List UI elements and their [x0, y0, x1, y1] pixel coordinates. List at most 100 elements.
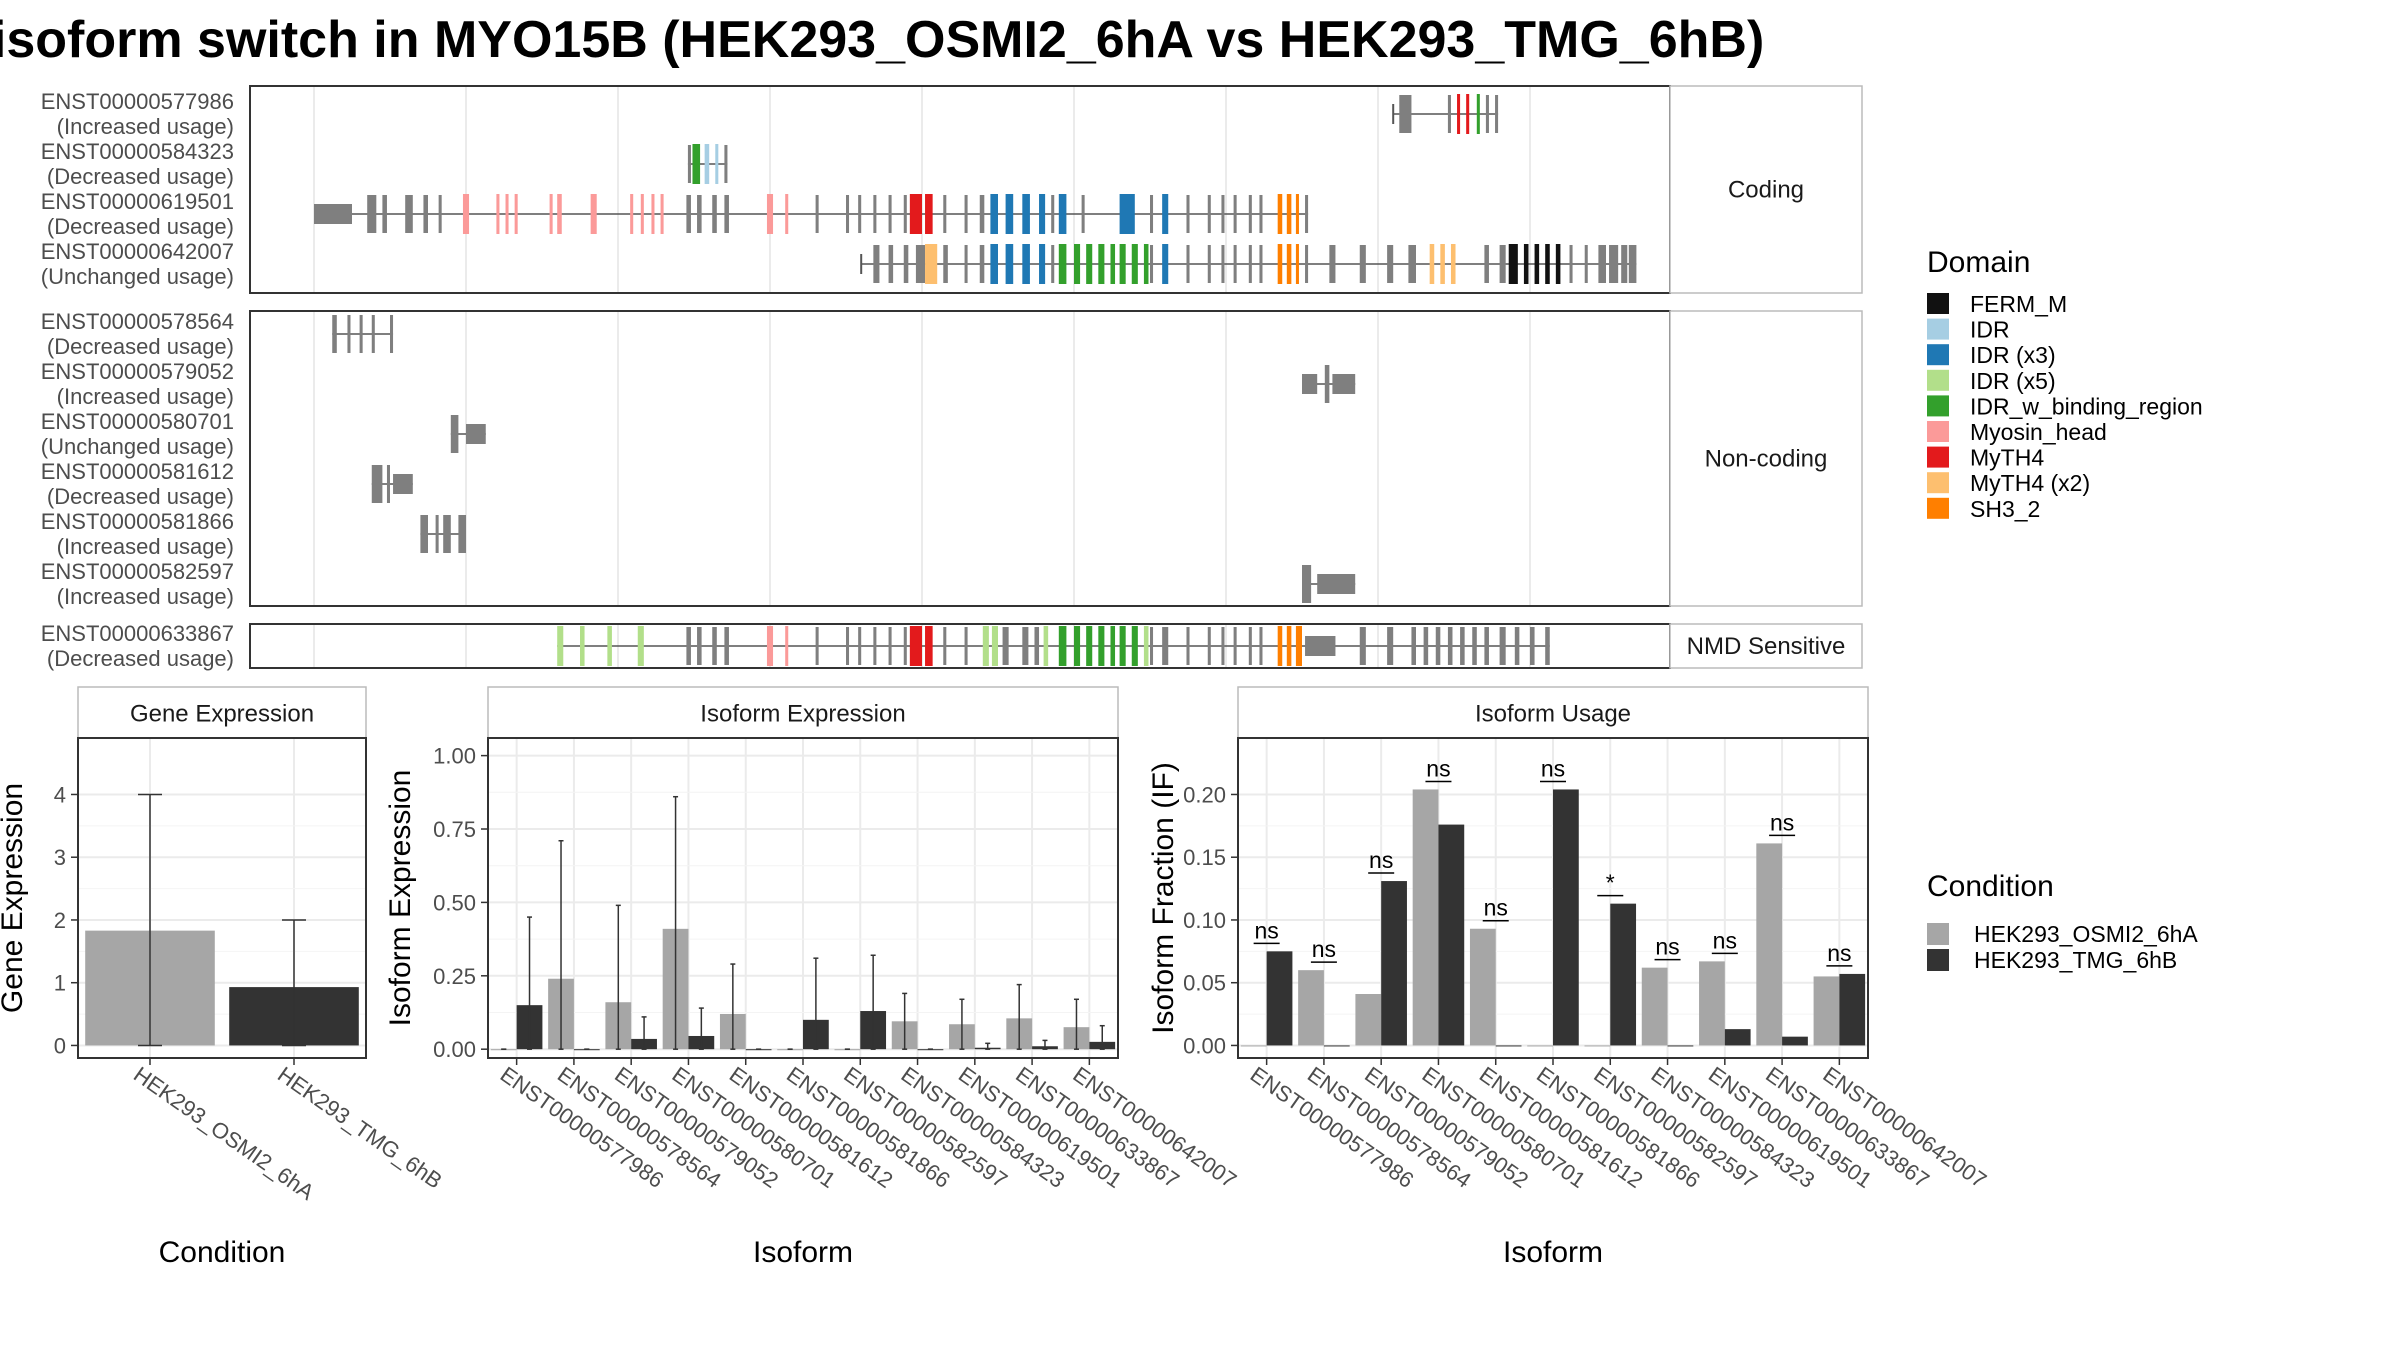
exon-block — [1435, 627, 1441, 665]
y-tick-label: 0.25 — [433, 964, 476, 989]
exon-block — [1499, 627, 1506, 665]
exon-block — [1248, 245, 1252, 283]
domain-exon — [1098, 626, 1105, 666]
y-tick-label: 3 — [54, 845, 66, 870]
isoform-id-label: ENST00000619501 — [41, 189, 234, 214]
exon-block — [712, 195, 717, 233]
domain-exon — [1043, 626, 1049, 666]
domain-exon — [1429, 244, 1435, 284]
exon-block — [435, 515, 439, 553]
significance-label: ns — [1426, 755, 1450, 781]
exon-block — [697, 195, 702, 233]
exon-block — [1359, 627, 1366, 665]
domain-exon — [1534, 244, 1540, 284]
exon-block — [1302, 565, 1312, 603]
y-tick-label: 1.00 — [433, 744, 476, 769]
exon-block — [1248, 195, 1252, 233]
domain-exon — [1058, 194, 1067, 234]
domain-legend-label: IDR — [1970, 317, 2010, 343]
bar — [1527, 1045, 1553, 1047]
domain-exon — [1022, 244, 1030, 284]
domain-exon — [991, 626, 998, 666]
panel-title: Isoform Expression — [700, 701, 905, 728]
exon-block — [1207, 245, 1211, 283]
isoform-id-label: ENST00000578564 — [41, 309, 234, 334]
panel-title: Gene Expression — [130, 701, 314, 728]
significance-label: ns — [1827, 940, 1851, 966]
exon-block — [438, 195, 442, 233]
domain-exon — [785, 626, 789, 666]
exon-block — [393, 474, 413, 494]
domain-exon — [1131, 626, 1138, 666]
exon-block — [964, 195, 968, 233]
domain-exon — [990, 244, 998, 284]
exon-block — [1584, 245, 1588, 283]
exon-block — [903, 627, 907, 665]
isoform-id-label: ENST00000581612 — [41, 459, 234, 484]
isoform-usage-label: (Decreased usage) — [47, 214, 234, 239]
domain-exon — [1523, 244, 1529, 284]
exon-block — [903, 245, 909, 283]
exon-block — [420, 515, 428, 553]
bar — [1667, 1045, 1694, 1047]
isoform-expression-panel: Isoform Expression0.000.250.500.751.00EN… — [384, 686, 1241, 1269]
isoform-usage-label: (Increased usage) — [57, 114, 234, 139]
bar — [1584, 1045, 1611, 1047]
exon-block — [888, 245, 894, 283]
domain-legend-label: MyTH4 (x2) — [1970, 470, 2090, 496]
panel-border — [77, 737, 367, 1059]
exon-block — [1324, 365, 1330, 403]
domain-legend-label: IDR_w_binding_region — [1970, 393, 2203, 419]
significance-label: ns — [1655, 934, 1679, 960]
exon-block — [450, 415, 459, 453]
exon-block — [405, 195, 413, 233]
isoform-id-label: ENST00000580701 — [41, 409, 234, 434]
exon-block — [1259, 627, 1263, 665]
domain-legend-swatch — [1927, 395, 1949, 417]
domain-exon — [1555, 244, 1561, 284]
exon-block — [1186, 245, 1190, 283]
structure-strip-0 — [1669, 85, 1863, 294]
bar — [1381, 881, 1407, 1046]
isoform-id-label: ENST00000642007 — [41, 239, 234, 264]
exon-block — [332, 315, 337, 353]
exon-block — [724, 195, 729, 233]
domain-exon — [715, 144, 719, 184]
domain-legend-swatch — [1927, 421, 1949, 442]
significance-label: * — [1606, 870, 1615, 896]
panel-title-strip — [1237, 686, 1869, 739]
isoform-usage-label: (Unchanged usage) — [41, 434, 234, 459]
domain-exon — [630, 194, 634, 234]
y-tick-label: 0.00 — [1183, 1033, 1226, 1058]
domain-exon — [1162, 244, 1169, 284]
domain-exon — [925, 626, 933, 666]
exon-block — [1472, 627, 1477, 665]
domain-exon — [925, 194, 933, 234]
isoform-usage-label: (Increased usage) — [57, 534, 234, 559]
isoform-usage-label: (Increased usage) — [57, 584, 234, 609]
exon-block — [382, 195, 387, 233]
structure-strip-2 — [1669, 623, 1863, 669]
x-axis-title: Isoform — [1503, 1236, 1603, 1269]
y-axis-title: Isoform Fraction (IF) — [1147, 762, 1180, 1034]
domain-exon — [1058, 244, 1067, 284]
y-tick-label: 2 — [54, 908, 66, 933]
exon-block — [1447, 627, 1453, 665]
structure-strip-label: Coding — [1728, 177, 1804, 204]
domain-exon — [1450, 244, 1456, 284]
domain-exon — [1457, 94, 1461, 134]
domain-exon — [590, 194, 597, 234]
y-tick-label: 4 — [54, 782, 66, 807]
bar — [1412, 789, 1439, 1046]
domain-exon — [1074, 626, 1081, 666]
domain-legend-label: IDR (x5) — [1970, 368, 2056, 394]
exon-block — [1399, 95, 1412, 133]
exon-block — [712, 627, 717, 665]
exon-block — [873, 245, 880, 283]
exon-block — [1233, 245, 1237, 283]
bar — [1495, 1045, 1522, 1047]
domain-exon — [1086, 626, 1093, 666]
exon-block — [873, 195, 877, 233]
